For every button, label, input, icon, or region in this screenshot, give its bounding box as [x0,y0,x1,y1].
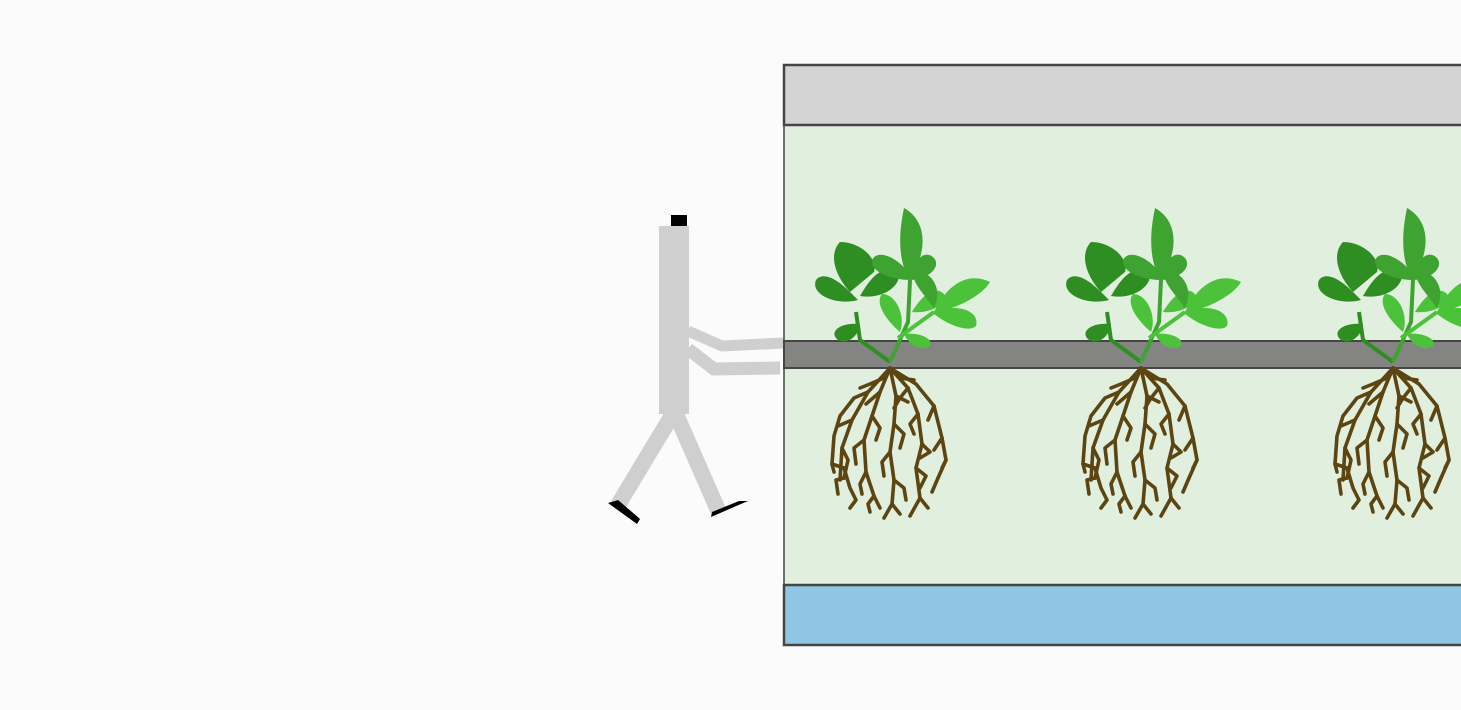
person-arm-upper [685,325,785,352]
top-panel [782,63,1461,127]
person-leg-right [667,408,726,514]
person-arm-lower [684,343,781,376]
person-body [659,226,689,414]
plant-tray [783,340,1461,369]
person-hat-icon [671,215,687,226]
person-figure [608,215,785,524]
hydroponic-unit [782,63,1461,647]
person-leg-left [611,407,681,510]
person-shoe-left-icon [608,500,640,524]
water-reservoir [782,583,1461,647]
